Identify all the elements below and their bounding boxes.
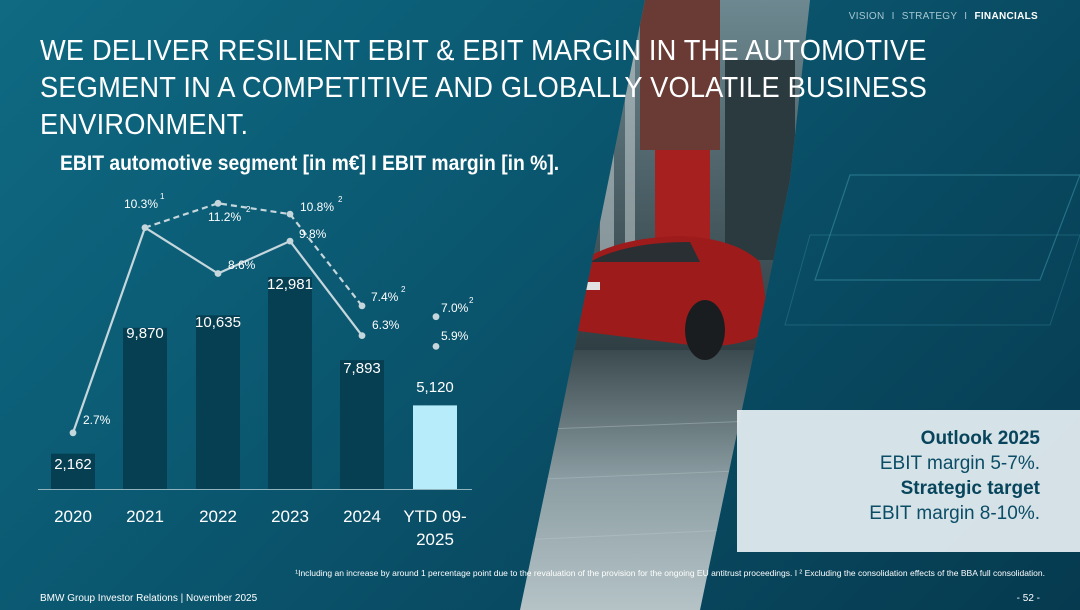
footnote-marker: 2 [401,285,406,294]
outlook-box: Outlook 2025 EBIT margin 5-7%. Strategic… [737,410,1080,552]
margin-label-excl-bba: 7.4% [371,290,399,304]
bar-value-label: 2,162 [54,456,92,473]
margin-point [141,224,149,232]
margin-label: 2.7% [83,413,111,427]
margin-label: 9.8% [299,227,327,241]
breadcrumb: VISION I STRATEGY I FINANCIALS [849,11,1038,22]
bar-value-label: 5,120 [416,379,454,396]
margin-label: 6.3% [372,318,400,332]
bar-value-label: 10,635 [195,314,241,331]
margin-point [214,270,222,277]
strategic-target-heading: Strategic target [900,478,1040,499]
bar-2024 [340,360,384,489]
x-tick-label: YTD 09- [403,507,466,526]
margin-line-dashed [144,202,363,307]
outlook-heading: Outlook 2025 [920,428,1040,449]
bar-value-label: 7,893 [343,360,381,377]
margin-point-excl-bba [286,210,294,218]
outlook-value: EBIT margin 5-7%. [879,453,1040,474]
margin-label: 5.9% [441,329,469,343]
nav-item-financials[interactable]: FINANCIALS [974,11,1038,22]
bar-2023 [268,277,312,489]
x-tick-label: 2023 [271,507,309,526]
footnote-marker: 2 [246,205,251,214]
margin-point-excl-bba [358,302,366,310]
nav-item-vision[interactable]: VISION [848,11,885,22]
x-tick-label: 2021 [126,507,164,526]
margin-point [286,237,294,245]
margin-label-excl-bba: 11.2% [208,210,241,224]
bar-2021 [123,327,167,489]
footnote-marker: 1 [160,192,165,201]
margin-point-excl-bba [214,199,222,207]
bar-value-label: 12,981 [267,276,313,293]
margin-point [432,343,440,350]
chart-title: EBIT automotive segment [in m€] I EBIT m… [60,152,560,175]
margin-point-excl-bba [432,313,440,321]
x-tick-label: 2024 [343,507,381,526]
margin-label: 10.3% [124,197,158,211]
margin-point [358,332,366,339]
x-tick-label: 2025 [416,530,454,549]
x-tick-label: 2020 [54,507,92,526]
page-number: - 52 - [1016,593,1040,604]
margin-label-excl-bba: 10.8% [300,200,334,214]
x-tick-label: 2022 [199,507,237,526]
margin-label: 8.6% [228,258,256,272]
footer-source: BMW Group Investor Relations | November … [40,593,258,604]
nav-separator: I [964,11,968,22]
margin-point [69,429,77,437]
margin-label-excl-bba: 7.0% [441,301,469,315]
bar-value-label: 9,870 [126,325,164,342]
footnote-marker: 2 [469,296,474,305]
footnote: ¹Including an increase by around 1 perce… [295,568,1045,578]
nav-separator: I [891,11,895,22]
bar-2020 [51,453,95,489]
page-title: WE DELIVER RESILIENT EBIT & EBIT MARGIN … [40,35,927,141]
bar-ytd-09-2025 [413,405,457,489]
nav-item-strategy[interactable]: STRATEGY [901,11,958,22]
bar-2022 [196,315,240,489]
footnote-marker: 2 [338,195,343,204]
strategic-target-value: EBIT margin 8-10%. [869,503,1040,524]
